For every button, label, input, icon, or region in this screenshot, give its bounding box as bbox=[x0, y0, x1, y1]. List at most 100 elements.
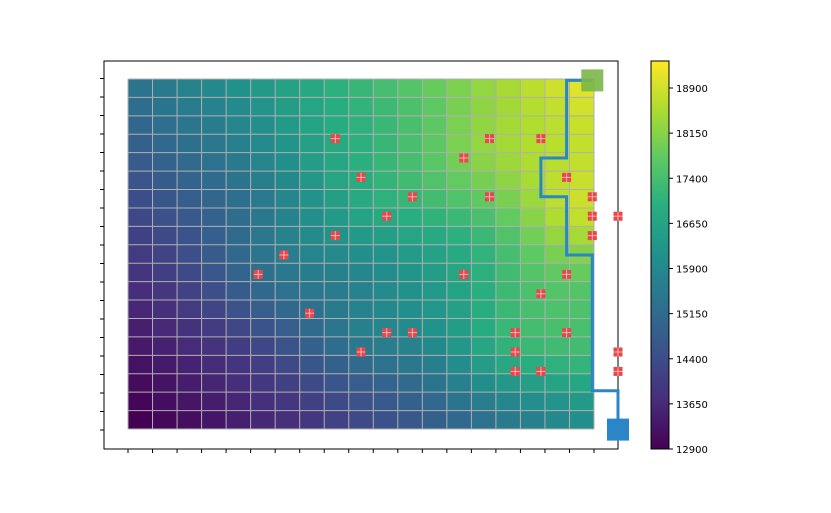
start-marker bbox=[607, 418, 629, 441]
colorbar-tick-label: 13650 bbox=[676, 400, 708, 411]
heatmap-cell bbox=[471, 300, 497, 320]
heatmap-cell bbox=[520, 189, 546, 209]
heatmap-cell bbox=[324, 171, 350, 191]
heatmap-cell bbox=[569, 318, 594, 338]
heatmap-cell bbox=[348, 97, 374, 117]
heatmap-cell bbox=[446, 79, 472, 99]
axes-frame bbox=[103, 60, 619, 450]
heatmap-cell bbox=[128, 263, 154, 283]
heatmap-cell bbox=[152, 373, 178, 393]
heatmap-cell bbox=[152, 189, 178, 209]
heatmap-cell bbox=[471, 392, 497, 412]
heatmap-cell bbox=[348, 392, 374, 412]
heatmap-cell bbox=[250, 134, 276, 154]
heatmap-cell bbox=[226, 115, 252, 135]
heatmap-cell bbox=[422, 263, 448, 283]
heatmap-cell bbox=[128, 300, 154, 320]
obstacle-marker bbox=[356, 172, 366, 182]
heatmap-cell bbox=[128, 134, 154, 154]
heatmap-cell bbox=[569, 171, 594, 191]
heatmap-cell bbox=[446, 373, 472, 393]
heatmap-cell bbox=[397, 226, 423, 246]
obstacle-marker bbox=[485, 134, 494, 144]
heatmap-cell bbox=[324, 97, 350, 117]
heatmap-cell bbox=[471, 281, 497, 301]
heatmap-cell bbox=[128, 410, 154, 429]
heatmap-cell bbox=[397, 79, 423, 99]
obstacle-marker bbox=[382, 328, 392, 338]
heatmap-cell bbox=[201, 373, 227, 393]
heatmap-cell bbox=[348, 373, 374, 393]
heatmap-cell bbox=[422, 134, 448, 154]
heatmap-cell bbox=[177, 300, 203, 320]
heatmap-cell bbox=[471, 97, 497, 117]
heatmap-cell bbox=[226, 79, 252, 99]
obstacle-marker bbox=[536, 134, 546, 144]
heatmap-cell bbox=[226, 336, 252, 356]
heatmap-cell bbox=[348, 281, 374, 301]
heatmap-cell bbox=[471, 171, 497, 191]
heatmap-cell bbox=[544, 115, 571, 135]
heatmap-cell bbox=[177, 171, 203, 191]
heatmap-cell bbox=[520, 115, 546, 135]
heatmap-cell bbox=[471, 318, 497, 338]
heatmap-cell bbox=[324, 244, 350, 264]
heatmap-cell bbox=[569, 410, 594, 429]
heatmap-cell bbox=[275, 207, 301, 227]
obstacle-marker bbox=[407, 328, 417, 338]
obstacle-marker bbox=[279, 250, 289, 260]
obstacle-markers bbox=[253, 134, 623, 376]
heatmap-cell bbox=[299, 79, 325, 99]
heatmap-cell bbox=[495, 226, 522, 246]
heatmap-cell bbox=[226, 244, 252, 264]
heatmap-cell bbox=[446, 189, 472, 209]
heatmap-cell bbox=[250, 281, 276, 301]
heatmap-cell bbox=[201, 115, 227, 135]
obstacle-marker bbox=[253, 269, 263, 279]
heatmap-cell bbox=[299, 410, 325, 429]
obstacle-marker bbox=[510, 328, 520, 338]
heatmap-cell bbox=[152, 244, 178, 264]
heatmap-cell bbox=[471, 79, 497, 99]
heatmap-cell bbox=[544, 244, 571, 264]
heatmap-cell bbox=[373, 97, 399, 117]
heatmap-cell bbox=[495, 134, 522, 154]
heatmap-cell bbox=[299, 115, 325, 135]
heatmap-cell bbox=[373, 79, 399, 99]
heatmap-cell bbox=[226, 189, 252, 209]
heatmap-cell bbox=[397, 373, 423, 393]
heatmap-cell bbox=[177, 281, 203, 301]
grid-lines bbox=[127, 78, 595, 430]
heatmap-cell bbox=[373, 263, 399, 283]
heatmap-cell bbox=[495, 171, 522, 191]
heatmap-cell bbox=[520, 244, 546, 264]
heatmap-cell bbox=[495, 115, 522, 135]
heatmap-cell bbox=[569, 115, 594, 135]
heatmap-cell bbox=[373, 300, 399, 320]
heatmap-cell bbox=[177, 392, 203, 412]
obstacle-marker bbox=[407, 192, 417, 202]
heatmap-cell bbox=[226, 171, 252, 191]
heatmap-cell bbox=[201, 318, 227, 338]
heatmap-cell bbox=[299, 392, 325, 412]
heatmap-cell bbox=[397, 244, 423, 264]
heatmap-cell bbox=[201, 281, 227, 301]
heatmap-cell bbox=[226, 152, 252, 172]
heatmap-cell bbox=[569, 336, 594, 356]
obstacle-marker bbox=[613, 366, 623, 376]
heatmap-cell bbox=[226, 410, 252, 429]
heatmap-cell bbox=[397, 410, 423, 429]
heatmap-cell bbox=[520, 152, 546, 172]
heatmap-cell bbox=[275, 97, 301, 117]
heatmap-cell bbox=[128, 79, 154, 99]
heatmap-cell bbox=[495, 281, 522, 301]
heatmap-cell bbox=[128, 152, 154, 172]
heatmap-cell bbox=[201, 134, 227, 154]
heatmap-cell bbox=[275, 263, 301, 283]
heatmap-cell bbox=[495, 410, 522, 429]
heatmap-cell bbox=[348, 134, 374, 154]
heatmap-cell bbox=[348, 300, 374, 320]
heatmap-cell bbox=[520, 171, 546, 191]
heatmap-cell bbox=[422, 152, 448, 172]
heatmap-cell bbox=[397, 134, 423, 154]
